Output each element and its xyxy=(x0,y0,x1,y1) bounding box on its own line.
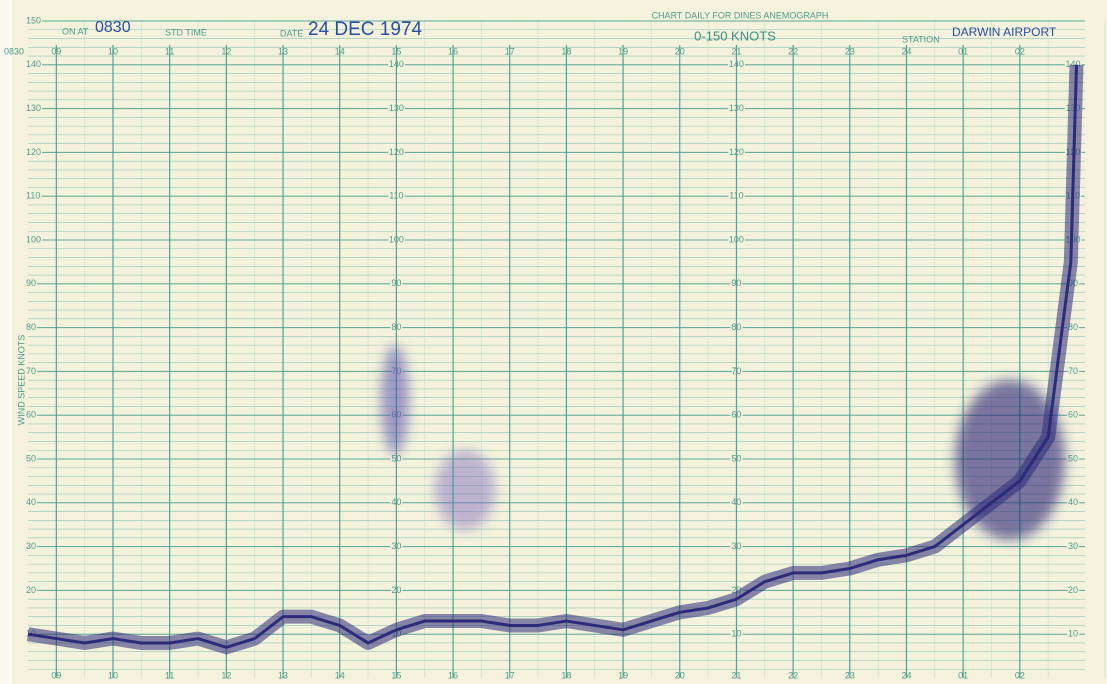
y-tick-label: 20 xyxy=(1068,585,1078,595)
x-tick-label: 01 xyxy=(958,670,968,680)
x-tick-label: 14 xyxy=(335,46,345,56)
x-tick-label: 21 xyxy=(731,670,741,680)
y-tick-label: 40 xyxy=(1068,497,1078,507)
y-tick-label: 110 xyxy=(26,191,40,201)
y-tick-label: 120 xyxy=(26,147,41,157)
x-tick-label: 11 xyxy=(165,670,174,680)
x-tick-label: 10 xyxy=(108,670,118,680)
y-tick-label: 140 xyxy=(26,59,41,69)
y-tick-label: 100 xyxy=(26,234,41,244)
x-tick-label: 24 xyxy=(901,670,911,680)
y-tick-label: 80 xyxy=(26,322,36,332)
x-tick-label: 10 xyxy=(108,46,118,56)
x-tick-label: 13 xyxy=(278,46,288,56)
x-tick-label: 16 xyxy=(448,46,458,56)
x-tick-label: 21 xyxy=(731,46,741,56)
x-tick-label: 02 xyxy=(1015,670,1025,680)
y-tick-label: 40 xyxy=(26,497,36,507)
x-tick-label: 15 xyxy=(391,46,401,56)
y-tick-label: 30 xyxy=(26,541,36,551)
x-tick-label: 01 xyxy=(958,46,968,56)
on-at-label: ON AT xyxy=(62,26,89,36)
x-tick-label: 23 xyxy=(845,670,855,680)
x-tick-label: 18 xyxy=(561,670,571,680)
x-tick-label: 12 xyxy=(221,670,231,680)
y-tick-label: 60 xyxy=(26,410,36,420)
y-tick-label: 150 xyxy=(26,15,41,25)
station-label: STATION xyxy=(902,34,940,44)
x-start-label: 0830 xyxy=(4,46,24,56)
x-tick-label: 09 xyxy=(51,670,61,680)
x-tick-label: 18 xyxy=(561,46,571,56)
y-tick-label: 30 xyxy=(1068,541,1078,551)
x-tick-label: 19 xyxy=(618,670,628,680)
chart-title: CHART DAILY FOR DINES ANEMOGRAPH xyxy=(652,10,829,20)
y-tick-label: 60 xyxy=(1068,410,1078,420)
x-tick-label: 02 xyxy=(1015,46,1025,56)
x-tick-label: 16 xyxy=(448,670,458,680)
x-tick-label: 23 xyxy=(845,46,855,56)
y-tick-label: 10 xyxy=(1068,629,1078,639)
ink-smudge xyxy=(381,345,409,455)
x-tick-label: 17 xyxy=(505,670,515,680)
plot xyxy=(26,64,1084,655)
x-tick-label: 14 xyxy=(335,670,345,680)
ink-smudge xyxy=(435,450,495,530)
on-at: 0830 xyxy=(95,19,131,36)
y-tick-label: 70 xyxy=(1068,366,1078,376)
x-tick-label: 11 xyxy=(165,46,174,56)
y-tick-label: 130 xyxy=(26,103,41,113)
time-label: STD TIME xyxy=(165,27,207,37)
ink-smudge xyxy=(955,380,1065,540)
station: DARWIN AIRPORT xyxy=(952,25,1057,39)
x-tick-label: 09 xyxy=(51,46,61,56)
x-tick-label: 19 xyxy=(618,46,628,56)
y-tick-label: 50 xyxy=(26,453,36,463)
y-tick-label: 50 xyxy=(1068,453,1078,463)
date-label: DATE xyxy=(280,28,303,38)
x-tick-label: 24 xyxy=(901,46,911,56)
x-tick-label: 12 xyxy=(221,46,231,56)
y-tick-label: 70 xyxy=(26,366,36,376)
date: 24 DEC 1974 xyxy=(308,19,423,40)
y-tick-label: 20 xyxy=(26,585,36,595)
paper-edge xyxy=(0,0,12,684)
x-tick-label: 22 xyxy=(788,670,798,680)
x-tick-label: 13 xyxy=(278,670,288,680)
x-tick-label: 22 xyxy=(788,46,798,56)
y-axis-label: WIND SPEED KNOTS xyxy=(16,335,26,426)
x-tick-label: 15 xyxy=(391,670,401,680)
y-tick-label: 90 xyxy=(26,278,36,288)
x-tick-label: 17 xyxy=(505,46,515,56)
wind-trace xyxy=(27,64,1078,649)
chart-subtitle: 0-150 KNOTS xyxy=(694,28,776,43)
x-tick-label: 20 xyxy=(675,46,685,56)
x-tick-label: 20 xyxy=(675,670,685,680)
